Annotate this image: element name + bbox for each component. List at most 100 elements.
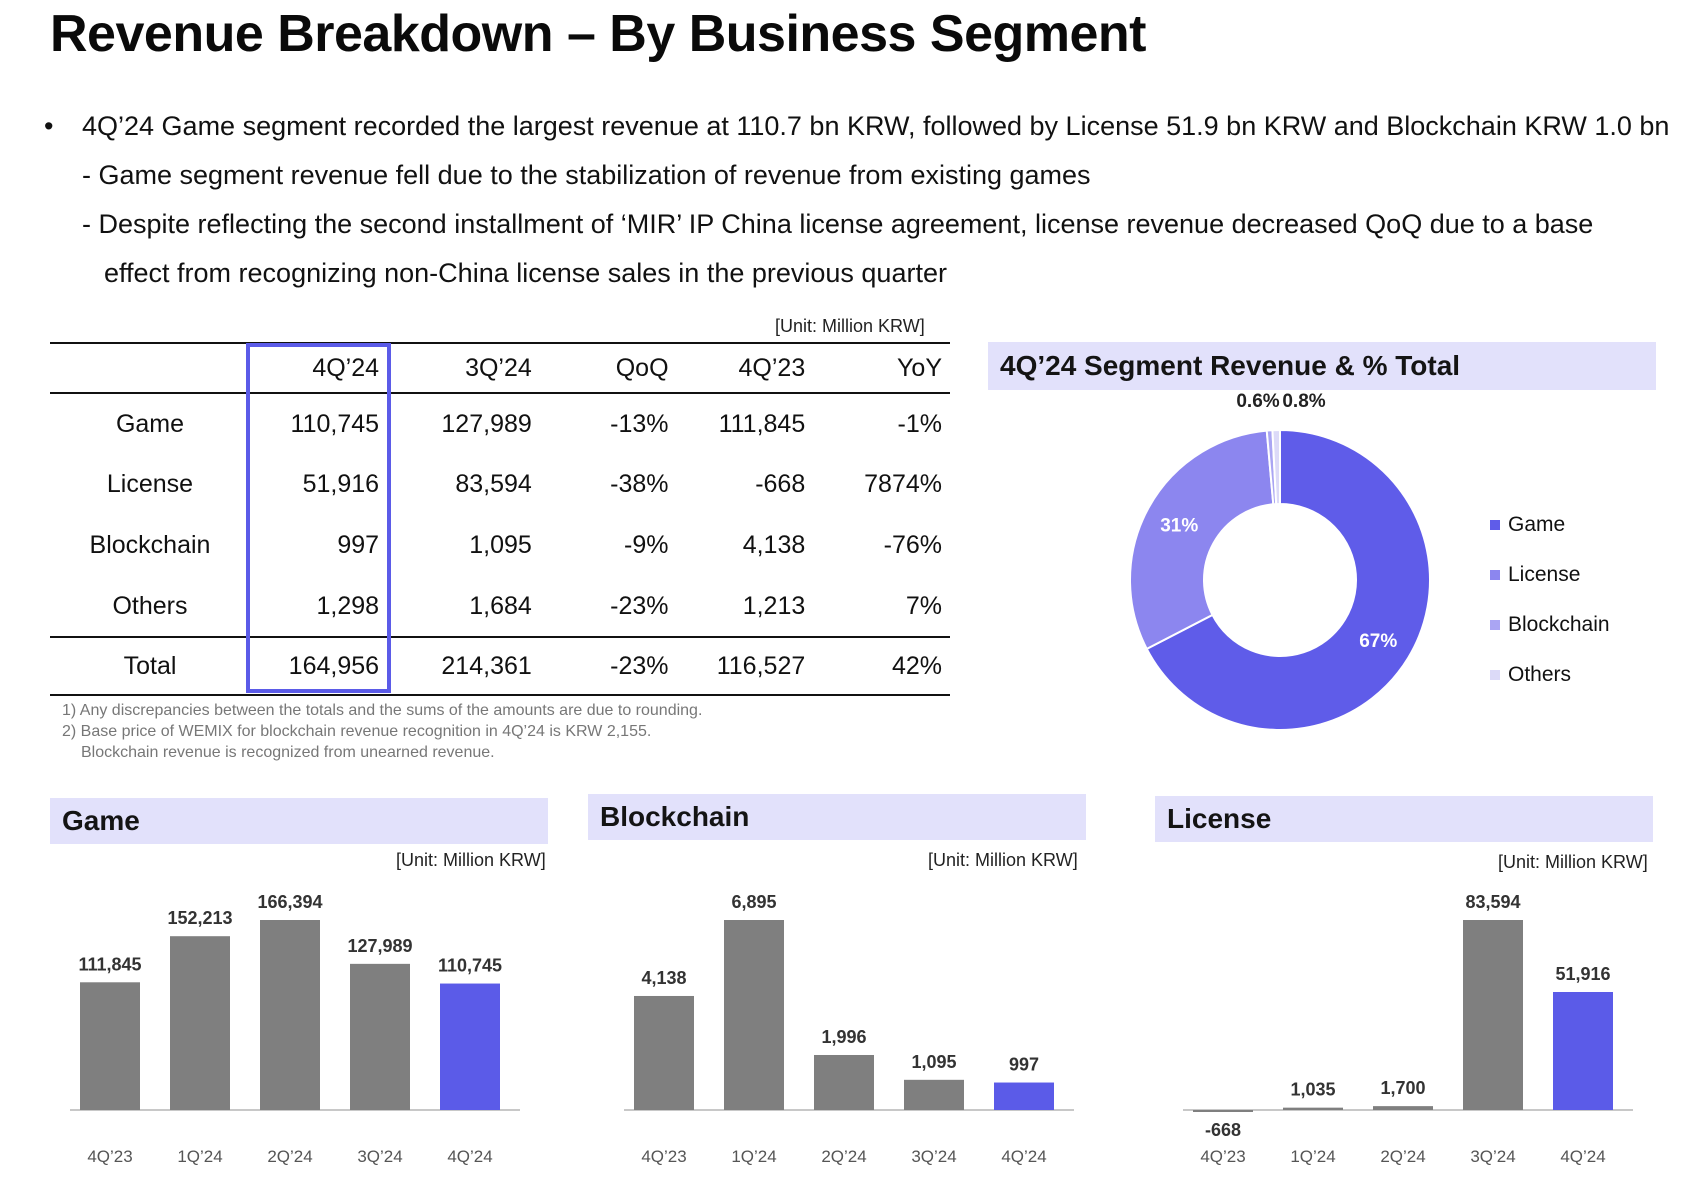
legend-item-license: License [1490, 550, 1610, 600]
cell: 51,916 [302, 470, 380, 498]
pie-slice-license [1129, 429, 1275, 651]
table-row: Others 1,298 1,684 -23% 1,213 7% [50, 576, 950, 637]
blockchain-panel-title: Blockchain [588, 794, 1086, 840]
x-tick-label: 4Q’24 [447, 1147, 492, 1166]
game-unit: [Unit: Million KRW] [396, 850, 546, 870]
game-panel-title: Game [50, 798, 548, 844]
legend-swatch [1490, 670, 1500, 680]
bullet-main-text: 4Q’24 Game segment recorded the largest … [82, 111, 1670, 141]
summary-bullets: • 4Q’24 Game segment recorded the larges… [44, 102, 1669, 298]
table-total-row: Total 164,956 214,361 -23% 116,527 42% [50, 637, 950, 695]
license-bar-chart: -668 4Q’23 1,035 1Q’24 1,700 2Q’24 83,594 3Q’24… [1183, 892, 1633, 1166]
table-header-row: 4Q’24 3Q’24 QoQ 4Q’23 YoY [50, 343, 950, 393]
bar-value-label: 111,845 [78, 954, 141, 974]
bar [1553, 992, 1613, 1110]
footnote-2-cont: Blockchain revenue is recognized from un… [81, 744, 495, 761]
legend-swatch [1490, 570, 1500, 580]
pie-label: 0.6% [1236, 391, 1279, 412]
bar [1373, 1106, 1433, 1110]
page-title: Revenue Breakdown – By Business Segment [50, 5, 1147, 63]
pie-slice-others [1271, 428, 1281, 506]
cell: 4,138 [742, 531, 806, 559]
bar [260, 920, 320, 1110]
cell: -23% [610, 651, 669, 680]
cell: -38% [610, 470, 669, 498]
cell: 7% [905, 591, 942, 620]
x-tick-label: 1Q’24 [731, 1147, 776, 1166]
cell: -13% [610, 409, 669, 438]
header-yoy: YoY [897, 353, 942, 382]
footnote-2: 2) Base price of WEMIX for blockchain re… [62, 723, 652, 740]
bullet-sub-1: - Game segment revenue fell due to the s… [82, 160, 1091, 190]
x-tick-label: 4Q’23 [87, 1147, 132, 1166]
cell: 111,845 [718, 409, 806, 438]
bar-value-label: -668 [1205, 1120, 1241, 1140]
x-tick-label: 4Q’24 [1560, 1147, 1605, 1166]
bar [814, 1054, 874, 1110]
cell: 7874% [864, 470, 942, 498]
cell: -9% [624, 531, 669, 559]
cell: 42% [891, 651, 942, 680]
bullet-main: • 4Q’24 Game segment recorded the larges… [44, 102, 1669, 151]
segment-revenue-table: 4Q’24 3Q’24 QoQ 4Q’23 YoY Game 110,745 1… [50, 342, 950, 696]
table-row: Blockchain 997 1,095 -9% 4,138 -76% [50, 515, 950, 576]
donut-legend: Game License Blockchain Others [1490, 500, 1610, 700]
table-row: Game 110,745 127,989 -13% 111,845 -1% [50, 393, 950, 454]
cell: 214,361 [441, 651, 532, 680]
legend-swatch [1490, 620, 1500, 630]
row-label: Game [115, 409, 185, 438]
donut-panel-title: 4Q’24 Segment Revenue & % Total [988, 342, 1656, 390]
bar-value-label: 1,700 [1380, 1078, 1425, 1098]
header-blank [50, 343, 250, 393]
cell: -76% [883, 531, 942, 559]
cell: 1,095 [469, 531, 532, 559]
bar-value-label: 4,138 [641, 968, 686, 988]
cell: -23% [610, 591, 669, 620]
row-label: Blockchain [89, 531, 211, 559]
legend-item-others: Others [1490, 650, 1610, 700]
bullet-sub-2-cont: effect from recognizing non-China licens… [104, 258, 947, 288]
bar-value-label: 1,095 [911, 1052, 956, 1072]
legend-label: Blockchain [1508, 613, 1610, 636]
bar-value-label: 6,895 [731, 892, 776, 912]
bar [1283, 1107, 1343, 1110]
cell: 164,956 [288, 651, 380, 680]
x-tick-label: 2Q’24 [267, 1147, 312, 1166]
pie-label: 0.8% [1282, 391, 1325, 412]
cell: 1,298 [316, 591, 380, 620]
footnotes: 1) Any discrepancies between the totals … [62, 700, 702, 763]
header-3q24: 3Q’24 [465, 353, 532, 382]
x-tick-label: 2Q’24 [821, 1147, 866, 1166]
game-bar-chart: 111,845 4Q’23 152,213 1Q’24 166,394 2Q’24 127,… [70, 892, 520, 1166]
header-4q23: 4Q’23 [738, 353, 806, 382]
legend-label: License [1508, 563, 1581, 586]
pie-slice-game [1145, 428, 1431, 731]
bar-value-label: 1,035 [1290, 1080, 1335, 1100]
x-tick-label: 3Q’24 [357, 1147, 402, 1166]
bar [634, 995, 694, 1110]
bar-value-label: 110,745 [438, 956, 502, 976]
bullet-sub-2: - Despite reflecting the second installm… [82, 209, 1594, 239]
cell: 1,684 [469, 591, 532, 620]
cell: 997 [337, 531, 380, 559]
license-unit: [Unit: Million KRW] [1498, 852, 1648, 872]
blockchain-bar-chart: 4,138 4Q’23 6,895 1Q’24 1,996 2Q’24 1,095 3Q’24… [624, 892, 1074, 1166]
pie-label: 31% [1160, 516, 1198, 537]
cell: 116,527 [716, 651, 806, 680]
cell: 127,989 [441, 409, 532, 438]
footnote-1: 1) Any discrepancies between the totals … [62, 702, 703, 719]
legend-item-game: Game [1490, 500, 1610, 550]
legend-swatch [1490, 520, 1500, 530]
bar-value-label: 1,996 [821, 1027, 866, 1047]
bar [994, 1082, 1054, 1110]
header-qoq: QoQ [615, 353, 669, 382]
x-tick-label: 4Q’23 [641, 1147, 686, 1166]
legend-label: Others [1508, 663, 1572, 686]
bar [350, 963, 410, 1110]
x-tick-label: 2Q’24 [1380, 1147, 1425, 1166]
legend-label: Game [1508, 513, 1566, 536]
donut-chart: 67% 31% 0.6% 0.8% [1129, 391, 1431, 731]
x-tick-label: 3Q’24 [1470, 1147, 1515, 1166]
x-tick-label: 4Q’24 [1001, 1147, 1046, 1166]
cell: -1% [897, 409, 942, 438]
